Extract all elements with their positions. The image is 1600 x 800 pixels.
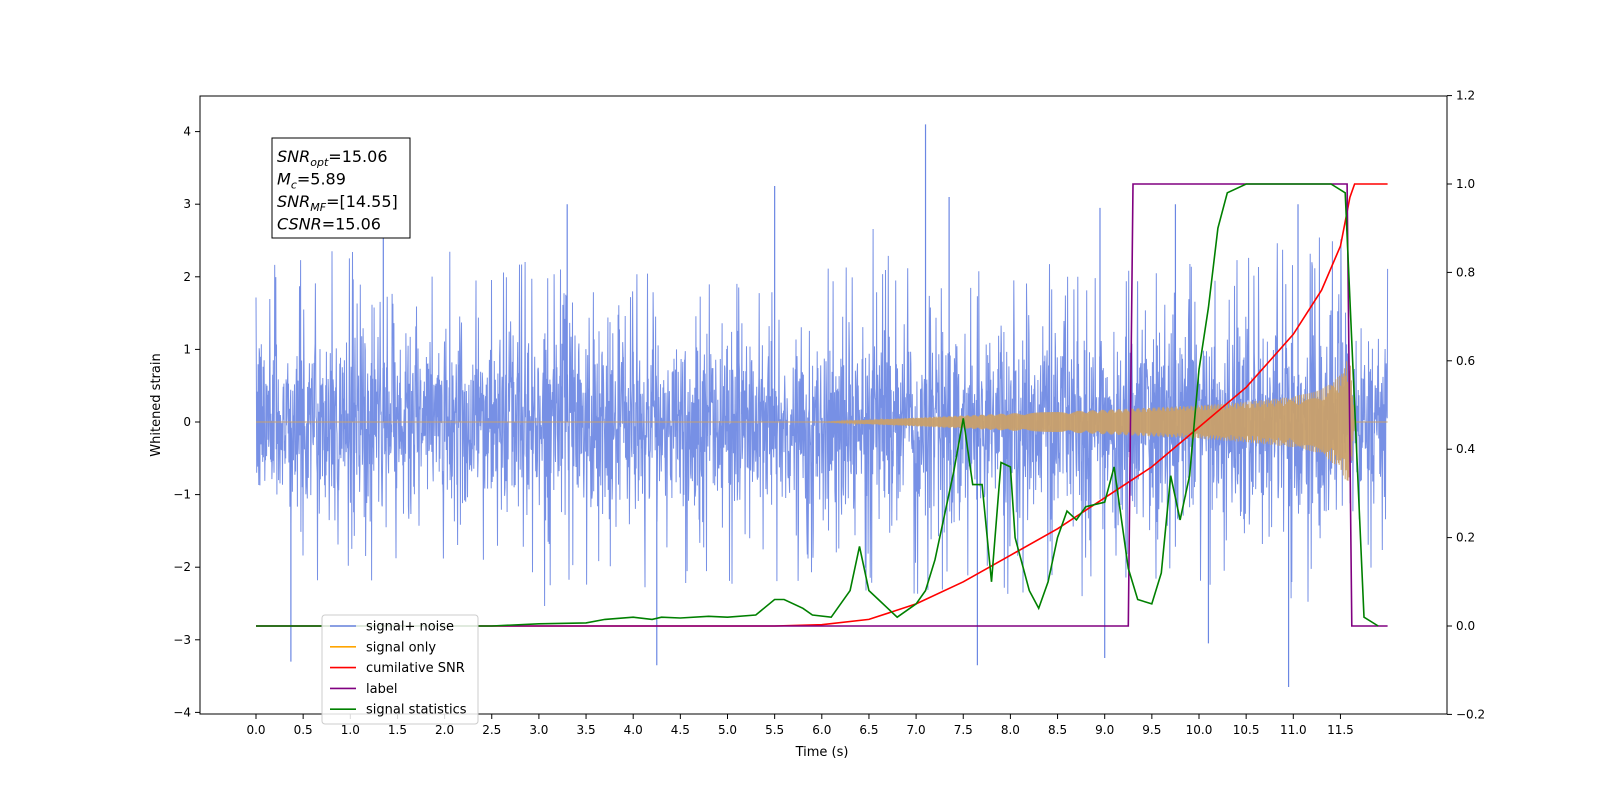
x-tick-label: 1.5 — [388, 723, 407, 737]
x-tick-label: 3.5 — [577, 723, 596, 737]
legend-label: signal only — [366, 640, 436, 655]
y-right-tick-label: 1.2 — [1456, 89, 1475, 103]
legend-label: label — [366, 682, 397, 697]
series-signal-only — [256, 356, 1388, 489]
x-tick-label: 9.5 — [1142, 723, 1161, 737]
legend-label: cumilative SNR — [366, 661, 465, 676]
y-right-tick-label: 0.6 — [1456, 354, 1475, 368]
x-tick-label: 8.0 — [1001, 723, 1020, 737]
series-signal-plus-noise — [255, 228, 1389, 607]
series-label — [256, 183, 1388, 627]
x-tick-label: 2.5 — [482, 723, 501, 737]
annotation-line: SNRMF=[14.55] — [277, 192, 398, 214]
x-tick-label: 0.0 — [246, 723, 265, 737]
y-left-tick-label: 1 — [183, 342, 191, 356]
x-tick-label: 5.0 — [718, 723, 737, 737]
y-right-tick-label: 0.8 — [1456, 265, 1475, 279]
y-right-tick-label: −0.2 — [1456, 707, 1485, 721]
x-tick-label: 1.0 — [341, 723, 360, 737]
x-tick-label: 7.5 — [954, 723, 973, 737]
x-axis-label: Time (s) — [795, 745, 849, 760]
x-tick-label: 2.0 — [435, 723, 454, 737]
y-left-tick-label: −4 — [173, 705, 191, 719]
plot-area — [255, 124, 1389, 687]
plot-frame — [199, 95, 1448, 715]
y-left-tick-label: −3 — [173, 633, 191, 647]
x-tick-label: 9.0 — [1095, 723, 1114, 737]
annotation-line: SNRopt=15.06 — [277, 147, 388, 169]
annotation-line: CSNR=15.06 — [277, 215, 381, 234]
x-tick-label: 3.0 — [529, 723, 548, 737]
x-tick-label: 11.5 — [1327, 723, 1354, 737]
series-signal-statistics — [256, 183, 1379, 627]
annotation-frame — [271, 137, 411, 239]
x-tick-label: 5.5 — [765, 723, 784, 737]
series-cumulative-snr — [256, 183, 1388, 627]
x-tick-label: 6.0 — [812, 723, 831, 737]
x-tick-label: 0.5 — [294, 723, 313, 737]
x-tick-label: 10.5 — [1233, 723, 1260, 737]
y-axis-left: −4 −3 −2 −1 0 1 2 3 4 — [173, 125, 200, 719]
x-tick-label: 11.0 — [1280, 723, 1307, 737]
x-tick-label: 10.0 — [1186, 723, 1213, 737]
x-tick-label: 7.0 — [907, 723, 926, 737]
y-left-tick-label: −2 — [173, 560, 191, 574]
legend: signal+ noise signal only cumilative SNR la… — [321, 614, 479, 725]
x-tick-label: 6.5 — [859, 723, 878, 737]
legend-label: signal+ noise — [366, 620, 454, 635]
annotation-line: Mc=5.89 — [277, 170, 346, 192]
y-right-tick-label: 0.2 — [1456, 531, 1475, 545]
x-tick-label: 4.0 — [624, 723, 643, 737]
x-axis: 0.0 0.5 1.0 1.5 2.0 2.5 3.0 3.5 4.0 4.5 5.0 5.5 6.0 6… — [246, 714, 1354, 737]
y-left-tick-label: 3 — [183, 197, 191, 211]
x-tick-label: 4.5 — [671, 723, 690, 737]
series-layer — [255, 124, 1389, 687]
y-left-tick-label: 0 — [183, 415, 191, 429]
y-right-tick-label: 0.4 — [1456, 442, 1475, 456]
y-left-tick-label: 2 — [183, 270, 191, 284]
y-left-tick-label: 4 — [183, 125, 191, 139]
y-axis-right: −0.2 0.0 0.2 0.4 0.6 0.8 1.0 1.2 — [1447, 89, 1485, 721]
y-right-tick-label: 0.0 — [1456, 619, 1475, 633]
legend-frame — [321, 614, 479, 725]
legend-label: signal statistics — [366, 703, 467, 718]
y-right-tick-label: 1.0 — [1456, 177, 1475, 191]
y-left-tick-label: −1 — [173, 488, 191, 502]
snr-annotation-box: SNRopt=15.06Mc=5.89SNRMF=[14.55]CSNR=15.… — [271, 137, 411, 239]
y-axis-label-left: Whitened strain — [149, 353, 164, 456]
x-tick-label: 8.5 — [1048, 723, 1067, 737]
